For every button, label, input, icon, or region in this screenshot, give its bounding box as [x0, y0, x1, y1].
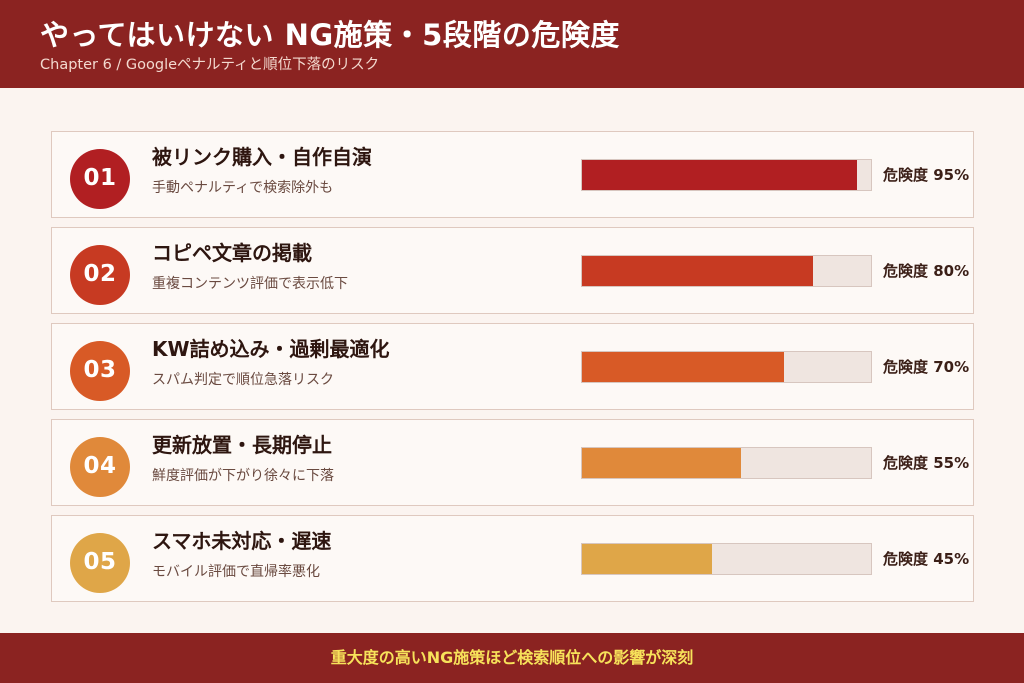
number-badge: 04: [70, 437, 130, 497]
risk-label: 危険度 95%: [883, 166, 970, 184]
risk-row-03: 03 KW詰め込み・過剰最適化 スパム判定で順位急落リスク 危険度 70%: [51, 323, 974, 410]
item-description: 鮮度評価が下がり徐々に下落: [152, 468, 334, 484]
footer-banner: 重大度の高いNG施策ほど検索順位への影響が深刻: [0, 633, 1024, 683]
risk-bar: [581, 255, 872, 287]
risk-row-02: 02 コピペ文章の掲載 重複コンテンツ評価で表示低下 危険度 80%: [51, 227, 974, 314]
number-badge: 03: [70, 341, 130, 401]
risk-label: 危険度 70%: [883, 358, 970, 376]
risk-row-01: 01 被リンク購入・自作自演 手動ペナルティで検索除外も 危険度 95%: [51, 131, 974, 218]
item-title: スマホ未対応・遅速: [152, 529, 332, 553]
item-description: 重複コンテンツ評価で表示低下: [152, 276, 348, 292]
item-description: モバイル評価で直帰率悪化: [152, 564, 320, 580]
header-banner: やってはいけない NG施策・5段階の危険度 Chapter 6 / Google…: [0, 0, 1024, 88]
item-title: KW詰め込み・過剰最適化: [152, 337, 390, 361]
number-badge: 05: [70, 533, 130, 593]
number-badge: 01: [70, 149, 130, 209]
risk-bar: [581, 447, 872, 479]
item-description: スパム判定で順位急落リスク: [152, 372, 334, 388]
item-title: 被リンク購入・自作自演: [152, 145, 372, 169]
item-title: コピペ文章の掲載: [152, 241, 312, 265]
main-panel: 01 被リンク購入・自作自演 手動ペナルティで検索除外も 危険度 95% 02 …: [0, 88, 1024, 633]
item-title: 更新放置・長期停止: [152, 433, 332, 457]
risk-bar-fill: [582, 448, 741, 478]
risk-label: 危険度 45%: [883, 550, 970, 568]
risk-row-05: 05 スマホ未対応・遅速 モバイル評価で直帰率悪化 危険度 45%: [51, 515, 974, 602]
risk-bar-fill: [582, 256, 814, 286]
risk-bar-fill: [582, 160, 857, 190]
risk-label: 危険度 80%: [883, 262, 970, 280]
risk-bar-fill: [582, 544, 713, 574]
item-description: 手動ペナルティで検索除外も: [152, 180, 334, 196]
footer-message: 重大度の高いNG施策ほど検索順位への影響が深刻: [330, 648, 694, 667]
risk-bar: [581, 543, 872, 575]
risk-row-04: 04 更新放置・長期停止 鮮度評価が下がり徐々に下落 危険度 55%: [51, 419, 974, 506]
risk-bar: [581, 351, 872, 383]
risk-bar-fill: [582, 352, 785, 382]
risk-label: 危険度 55%: [883, 454, 970, 472]
risk-bar: [581, 159, 872, 191]
number-badge: 02: [70, 245, 130, 305]
page-subtitle: Chapter 6 / Googleペナルティと順位下落のリスク: [40, 57, 380, 73]
page-title: やってはいけない NG施策・5段階の危険度: [40, 18, 620, 52]
